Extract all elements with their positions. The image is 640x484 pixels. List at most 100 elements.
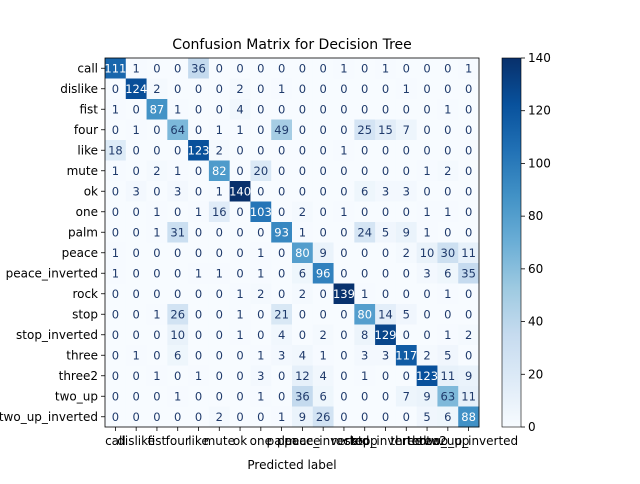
heatmap-cell	[146, 181, 168, 202]
heatmap-cell	[250, 386, 272, 407]
heatmap-cell	[208, 140, 231, 161]
heatmap-cell	[437, 324, 459, 346]
cell-value: 0	[174, 143, 181, 157]
heatmap-cell	[395, 99, 418, 120]
cell-value: 139	[333, 287, 355, 301]
heatmap-cell	[312, 201, 335, 223]
cell-value: 0	[216, 348, 223, 362]
cell-value: 1	[153, 307, 160, 321]
cell-value: 0	[153, 123, 160, 137]
cell-value: 103	[250, 205, 272, 219]
cell-value: 0	[382, 82, 389, 96]
cell-value: 0	[216, 307, 223, 321]
cell-value: 0	[444, 143, 451, 157]
x-tick-label: call	[105, 434, 126, 448]
heatmap-cell	[458, 78, 480, 100]
cell-value: 0	[320, 225, 327, 239]
cell-value: 5	[403, 307, 410, 321]
heatmap-cell	[229, 406, 251, 428]
heatmap-cell	[125, 406, 148, 428]
cell-value: 0	[257, 123, 264, 137]
heatmap-cell	[333, 365, 355, 387]
heatmap-cell	[395, 345, 418, 366]
cell-value: 0	[133, 205, 140, 219]
heatmap-cell	[229, 140, 251, 161]
cell-value: 0	[465, 287, 472, 301]
cell-value: 0	[216, 225, 223, 239]
cell-value: 96	[316, 266, 331, 280]
cell-value: 0	[361, 82, 368, 96]
cell-value: 0	[340, 123, 347, 137]
heatmap-cell	[375, 99, 397, 120]
heatmap-cell	[354, 386, 376, 407]
colorbar-tick-label: 120	[528, 104, 551, 118]
heatmap-cell	[188, 119, 210, 141]
cell-value: 0	[403, 410, 410, 424]
heatmap-cell	[125, 140, 148, 161]
cell-value: 1	[257, 266, 264, 280]
cell-value: 1	[133, 348, 140, 362]
cell-value: 0	[195, 184, 202, 198]
cell-value: 0	[361, 389, 368, 403]
heatmap-cell	[188, 242, 210, 264]
heatmap-cell	[333, 99, 355, 120]
cell-value: 0	[153, 246, 160, 260]
heatmap-cell	[125, 201, 148, 223]
cell-value: 0	[403, 205, 410, 219]
x-tick-label: one	[250, 434, 272, 448]
cell-value: 1	[195, 205, 202, 219]
heatmap-cell	[354, 304, 376, 325]
cell-value: 0	[361, 164, 368, 178]
heatmap-cell	[208, 99, 231, 120]
heatmap-cell	[416, 140, 438, 161]
y-tick-label: two_up_inverted	[0, 410, 98, 424]
cell-value: 1	[195, 369, 202, 383]
heatmap-cell	[458, 222, 480, 243]
heatmap-cell	[271, 304, 293, 325]
heatmap-cell	[208, 58, 231, 79]
heatmap-cell	[437, 345, 459, 366]
cell-value: 0	[403, 61, 410, 75]
cell-value: 0	[195, 389, 202, 403]
heatmap-cell	[167, 58, 189, 79]
heatmap-cell	[105, 222, 127, 243]
heatmap-cell	[395, 365, 418, 387]
heatmap-cell	[292, 242, 314, 264]
cell-value: 0	[444, 82, 451, 96]
cell-value: 0	[216, 328, 223, 342]
heatmap-cell	[125, 386, 148, 407]
heatmap-cell	[229, 119, 251, 141]
heatmap-cell	[416, 160, 438, 182]
heatmap-cell	[458, 386, 480, 407]
y-tick-label: three2	[59, 369, 98, 383]
heatmap-cell	[250, 263, 272, 284]
heatmap-cell	[271, 222, 293, 243]
heatmap-cell	[416, 324, 438, 346]
heatmap-cell	[125, 345, 148, 366]
cell-value: 0	[444, 61, 451, 75]
heatmap-cell	[333, 406, 355, 428]
cell-value: 4	[299, 348, 306, 362]
heatmap-cell	[188, 324, 210, 346]
cell-value: 5	[423, 410, 430, 424]
cell-value: 0	[195, 102, 202, 116]
cell-value: 0	[320, 82, 327, 96]
cell-value: 0	[299, 61, 306, 75]
cell-value: 0	[423, 328, 430, 342]
cell-value: 1	[444, 287, 451, 301]
cell-value: 0	[236, 225, 243, 239]
heatmap-cell	[416, 58, 438, 79]
cell-value: 1	[444, 102, 451, 116]
cell-value: 49	[274, 123, 289, 137]
heatmap-cell	[271, 78, 293, 100]
cell-value: 1	[257, 348, 264, 362]
cell-value: 1	[112, 102, 119, 116]
cell-value: 0	[133, 225, 140, 239]
heatmap-cell	[458, 283, 480, 305]
heatmap-cell	[105, 283, 127, 305]
heatmap-cell	[437, 58, 459, 79]
heatmap-cell	[125, 222, 148, 243]
cell-value: 1	[195, 266, 202, 280]
cell-value: 0	[195, 328, 202, 342]
